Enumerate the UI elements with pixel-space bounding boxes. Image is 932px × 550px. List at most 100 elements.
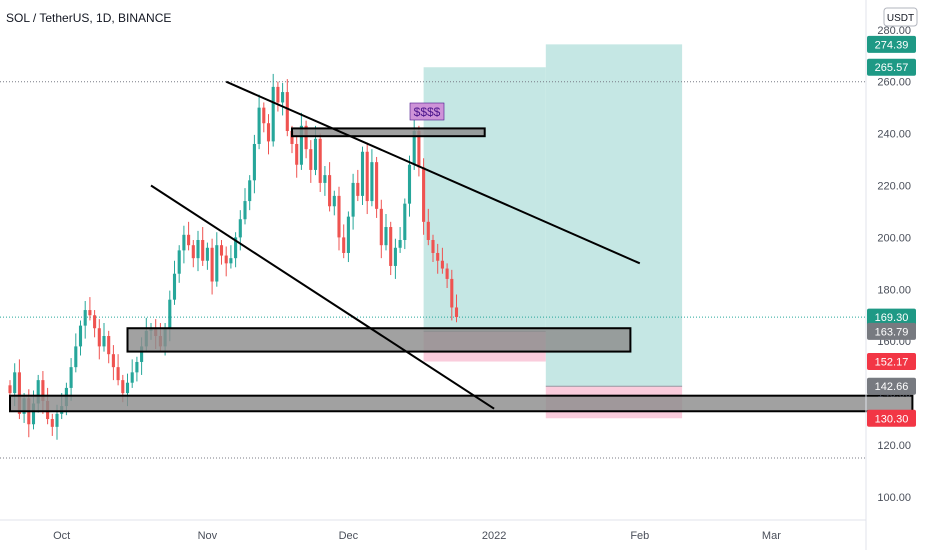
candle-body (36, 380, 40, 404)
candle-body (290, 131, 294, 144)
candle-body (74, 346, 78, 368)
candle-body (88, 310, 92, 316)
candle-body (431, 239, 435, 253)
candle-body (351, 182, 355, 217)
candle-body (398, 239, 402, 248)
price-badge (867, 35, 916, 53)
candle-body (243, 201, 247, 220)
time-axis[interactable]: Oct Nov Dec 2022 Feb Mar (53, 530, 781, 542)
candle-body (266, 123, 271, 142)
candle-body (135, 361, 139, 373)
y-tick-label: 240.00 (877, 129, 911, 141)
currency-label: USDT (887, 13, 914, 24)
candle-body (436, 252, 440, 261)
price-badge-label: 274.39 (875, 39, 909, 51)
candle-body (417, 131, 421, 168)
demand-box-1[interactable] (126, 327, 632, 353)
candle-body (182, 234, 186, 251)
candle-body (323, 175, 327, 183)
candle-body (41, 380, 45, 401)
price-badge-label: 265.57 (875, 62, 909, 74)
candle-body (125, 382, 130, 394)
supply-box[interactable] (291, 127, 486, 138)
candle-body (285, 92, 289, 132)
y-tick-label: 120.00 (877, 440, 911, 452)
overlays-front (9, 80, 914, 413)
candle-body (440, 260, 444, 269)
candle-body (454, 307, 459, 318)
y-tick-label: 180.00 (877, 284, 911, 296)
candle-body (93, 315, 97, 329)
candles (8, 73, 459, 440)
trendline-upper[interactable] (225, 80, 641, 265)
candle-body (337, 195, 341, 238)
candle-body (97, 328, 101, 347)
x-tick-label: Dec (339, 530, 359, 542)
candle-body (346, 216, 350, 253)
candle-body (140, 346, 144, 362)
candle-body (281, 92, 285, 103)
candle-body (177, 250, 181, 274)
candle-body (356, 182, 360, 196)
price-badge (867, 377, 916, 395)
candle-body (304, 125, 308, 150)
candle-body (111, 354, 115, 368)
dollar-annotation-text: $$$$ (414, 105, 441, 119)
candle-body (210, 247, 214, 282)
currency-button[interactable]: USDT (883, 7, 918, 27)
candle-body (403, 203, 407, 240)
candle-body (309, 149, 313, 170)
candle-body (393, 247, 397, 266)
price-badges: 274.39265.57169.3010:50:23163.79152.1714… (867, 35, 916, 427)
candle-body (332, 195, 336, 207)
candle-body (102, 336, 106, 347)
candle-body (121, 380, 125, 394)
candle-body (50, 419, 54, 427)
candle-body (257, 107, 261, 144)
price-badge (867, 353, 916, 371)
demand-box-2[interactable] (9, 394, 914, 413)
candle-body (445, 268, 449, 279)
price-badge-label: 142.66 (875, 381, 909, 393)
candle-body (299, 125, 303, 165)
candle-body (8, 385, 12, 394)
candle-body (168, 299, 172, 329)
candle-body (201, 239, 205, 261)
candle-body (238, 219, 242, 238)
candle-body (384, 227, 388, 246)
candle-body (172, 273, 177, 300)
y-tick-label: 220.00 (877, 181, 911, 193)
price-badge-label: 163.79 (875, 326, 909, 338)
candle-body (365, 151, 369, 202)
candle-body (229, 258, 233, 264)
candle-body (55, 413, 59, 427)
candle-body (78, 325, 83, 347)
candle-body (107, 336, 111, 355)
trendline-lower[interactable] (150, 184, 495, 410)
candle-body (318, 138, 322, 183)
price-badge-label: 169.30 (875, 312, 909, 324)
candle-body (360, 151, 365, 196)
candle-body (13, 372, 17, 394)
candle-body (412, 131, 416, 165)
candle-body (187, 234, 191, 246)
candle-body (370, 162, 374, 202)
x-tick-label: Feb (630, 530, 649, 542)
candle-body (426, 221, 430, 240)
candle-body (262, 107, 266, 124)
candle-body (83, 310, 87, 326)
x-tick-label: Oct (53, 530, 70, 542)
candle-body (276, 86, 280, 103)
candle-body (407, 164, 412, 204)
candle-body (271, 86, 275, 142)
candle-body (130, 372, 134, 383)
candle-body (389, 227, 393, 266)
candle-body (313, 138, 318, 170)
price-badge-label: 130.30 (875, 413, 909, 425)
price-badge (867, 409, 916, 427)
y-tick-label: 200.00 (877, 232, 911, 244)
candle-body (17, 372, 21, 414)
dollar-annotation[interactable]: $$$$ (409, 102, 445, 121)
candle-body (215, 245, 219, 282)
